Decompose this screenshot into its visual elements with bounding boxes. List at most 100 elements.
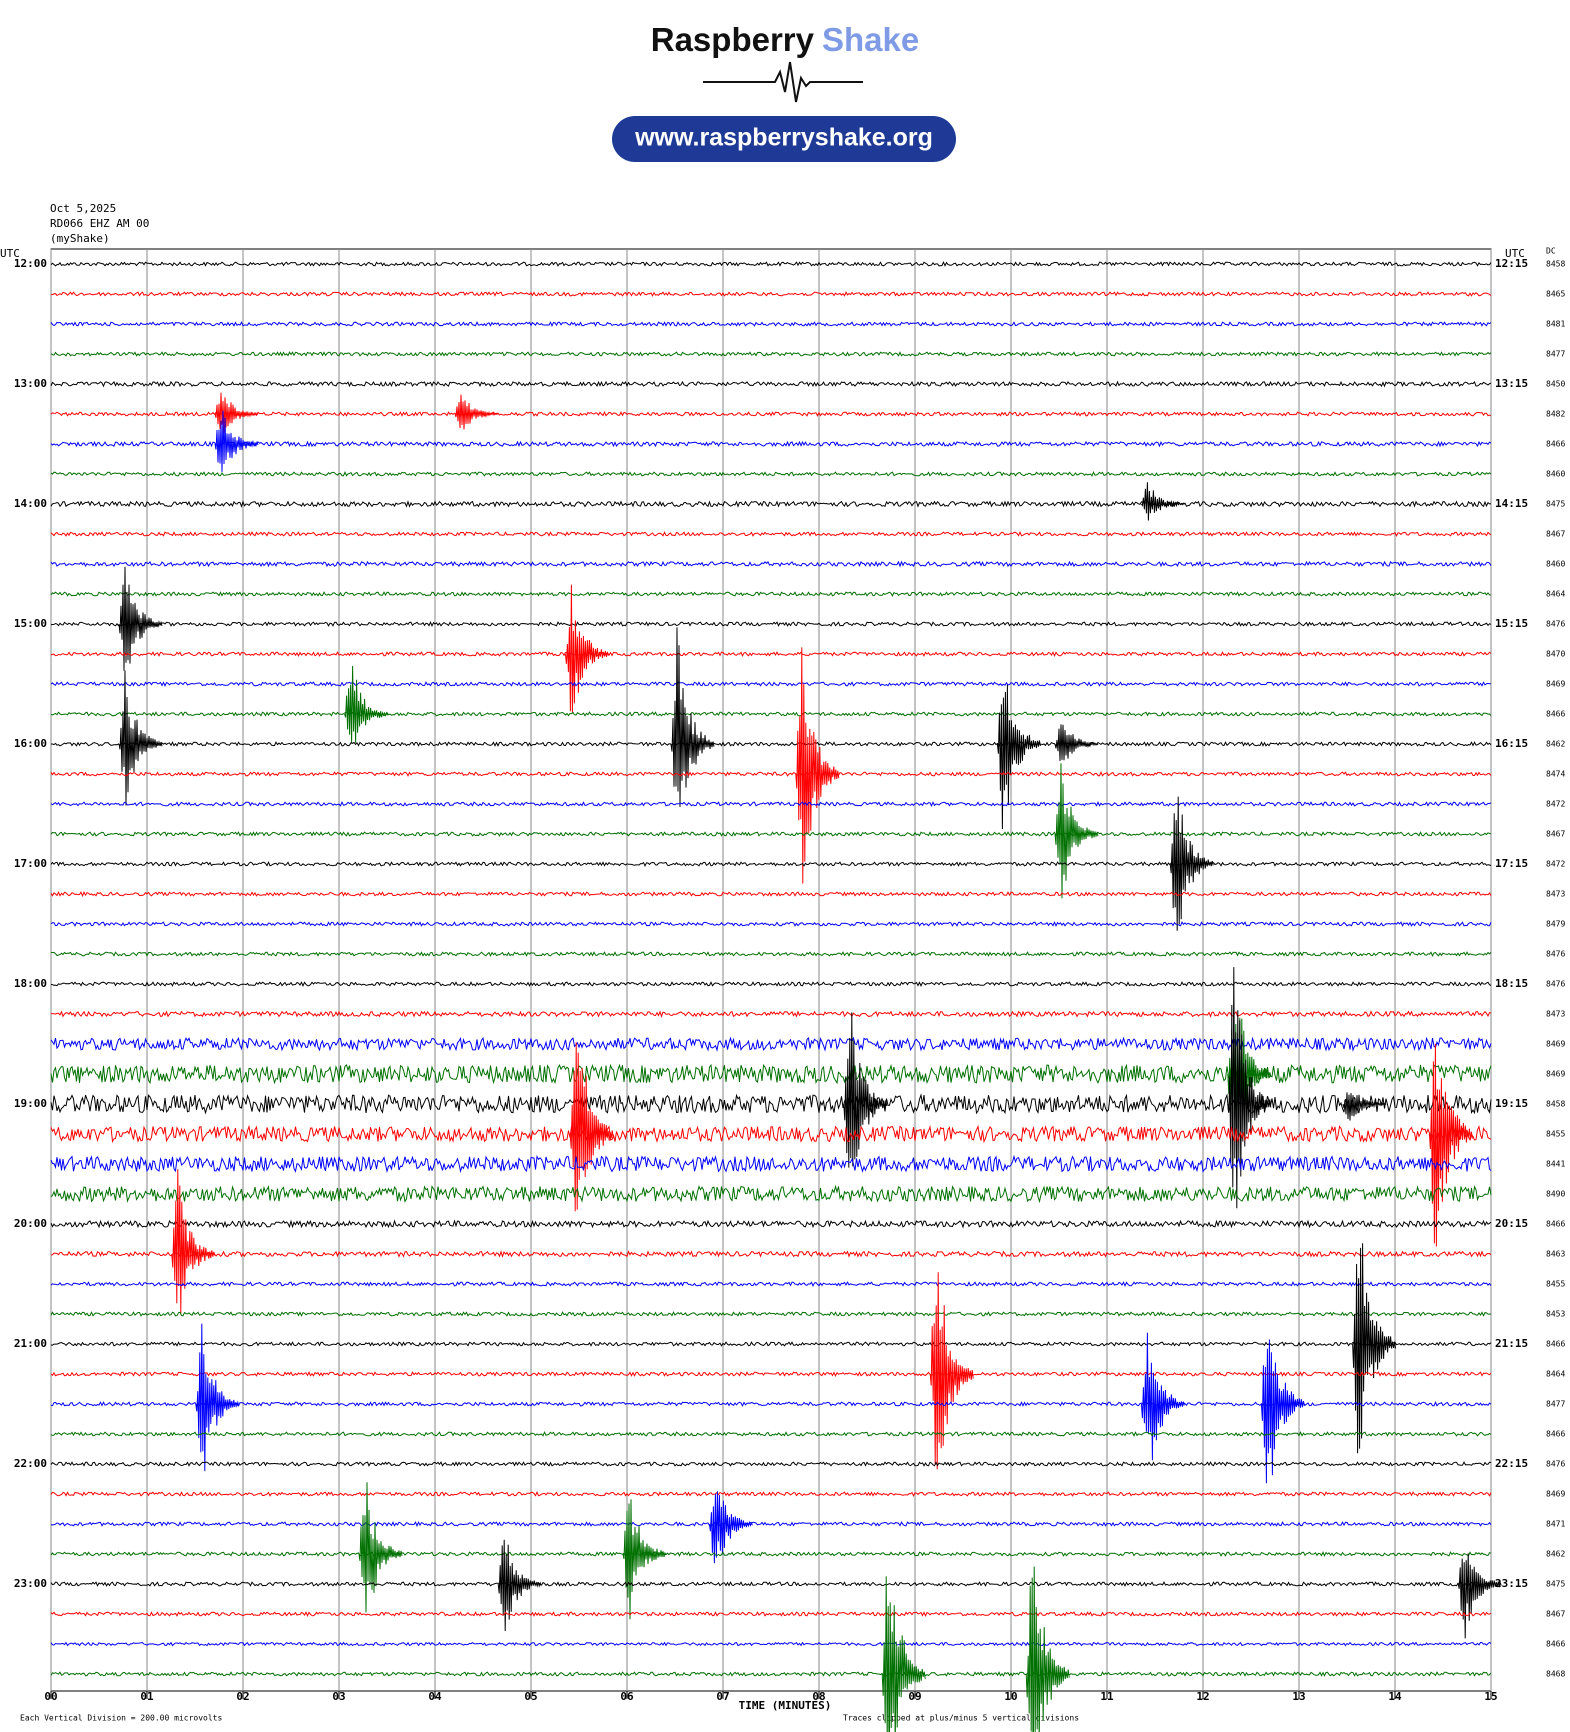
end-time-label: 13:15 [1495,377,1528,390]
dc-value: 8475 [1546,1580,1565,1589]
dc-value: 8455 [1546,1130,1565,1139]
left-axis-label: UTC [0,247,20,260]
event [1260,1339,1305,1484]
trace [50,1010,1492,1018]
event [795,647,840,884]
dc-value: 8466 [1546,1640,1565,1649]
plot-frame [50,248,1492,1692]
x-tick-label: 14 [1388,1690,1402,1703]
x-tick-label: 01 [140,1690,154,1703]
start-time-label: 16:00 [14,737,47,750]
dc-value: 8462 [1546,740,1565,749]
event [1054,724,1099,762]
dc-value: 8463 [1546,1250,1565,1259]
dc-value: 8462 [1546,1550,1565,1559]
trace [50,1219,1492,1229]
dc-value: 8468 [1546,1670,1565,1679]
trace [50,1341,1492,1347]
start-time-label: 15:00 [14,617,47,630]
station: RD066 EHZ AM 00 [50,217,149,230]
event [670,627,715,807]
trace [50,860,1492,867]
trace [50,1184,1492,1204]
dc-value: 8473 [1546,890,1565,899]
end-time-label: 22:15 [1495,1457,1528,1470]
start-time-label: 12:00 [14,257,47,270]
x-tick-label: 08 [812,1690,825,1703]
dc-value: 8467 [1546,1610,1565,1619]
event [214,392,259,433]
event [497,1539,542,1632]
url-pill[interactable] [612,116,956,162]
clip-note: Traces clipped at plus/minus 5 vertical … [843,1714,1079,1723]
event [1054,763,1099,899]
right-axis-label: UTC [1505,247,1525,260]
trace [50,1154,1492,1174]
dc-value: 8466 [1546,1340,1565,1349]
trace [50,1250,1492,1258]
event [1457,1553,1502,1639]
end-time-label: 17:15 [1495,857,1528,870]
brand-name: Raspberry [651,21,815,58]
trace [51,741,1492,747]
dc-value: 8476 [1546,620,1565,629]
dc-value: 8467 [1546,830,1565,839]
start-time-label: 13:00 [14,377,47,390]
dc-value: 8458 [1546,260,1565,269]
trace [50,1281,1492,1288]
event [1140,482,1185,521]
event [881,1576,926,1732]
dc-value: 8479 [1546,920,1565,929]
dc-value: 8467 [1546,530,1565,539]
trace [50,1311,1492,1318]
end-time-label: 15:15 [1495,617,1528,630]
trace [50,291,1492,297]
start-time-label: 22:00 [14,1457,47,1470]
start-time-label: 20:00 [14,1217,47,1230]
end-time-label: 14:15 [1495,497,1528,510]
end-time-label: 20:15 [1495,1217,1528,1230]
url[interactable]: www.raspberryshake.org [634,124,933,152]
event [118,566,163,671]
brand-accent: Shake [822,21,919,58]
trace [50,1581,1492,1587]
dc-value: 8476 [1546,950,1565,959]
dc-value: 8466 [1546,440,1565,449]
event [1025,1566,1070,1732]
event [358,1482,403,1613]
event [929,1272,974,1470]
event [1342,1092,1387,1121]
event [622,1499,667,1620]
start-time-label: 23:00 [14,1577,47,1590]
trace [50,560,1492,568]
trace [50,711,1492,717]
trace [50,1611,1492,1618]
trace [50,1490,1492,1497]
trace [50,621,1492,628]
end-time-label: 21:15 [1495,1337,1528,1350]
dc-value: 8470 [1546,650,1565,659]
trace [50,1371,1492,1377]
dc-value: 8481 [1546,320,1565,329]
event [1352,1243,1397,1454]
trace [50,831,1492,837]
dc-value: 8469 [1546,1040,1565,1049]
brand: Raspberry Shake [651,21,919,58]
trace [50,351,1492,357]
date: Oct 5,2025 [50,202,116,215]
dc-value: 8466 [1546,710,1565,719]
end-time-label: 16:15 [1495,737,1528,750]
dc-value: 8469 [1546,1070,1565,1079]
dc-value: 8458 [1546,1100,1565,1109]
x-tick-label: 05 [524,1690,537,1703]
x-tick-label: 15 [1484,1690,1497,1703]
x-tick-label: 03 [332,1690,345,1703]
trace [50,981,1492,988]
trace [50,1461,1492,1467]
event [344,665,389,743]
event [1227,967,1272,1209]
start-time-label: 14:00 [14,497,47,510]
dc-value: 8471 [1546,1520,1565,1529]
event [1428,1043,1473,1247]
